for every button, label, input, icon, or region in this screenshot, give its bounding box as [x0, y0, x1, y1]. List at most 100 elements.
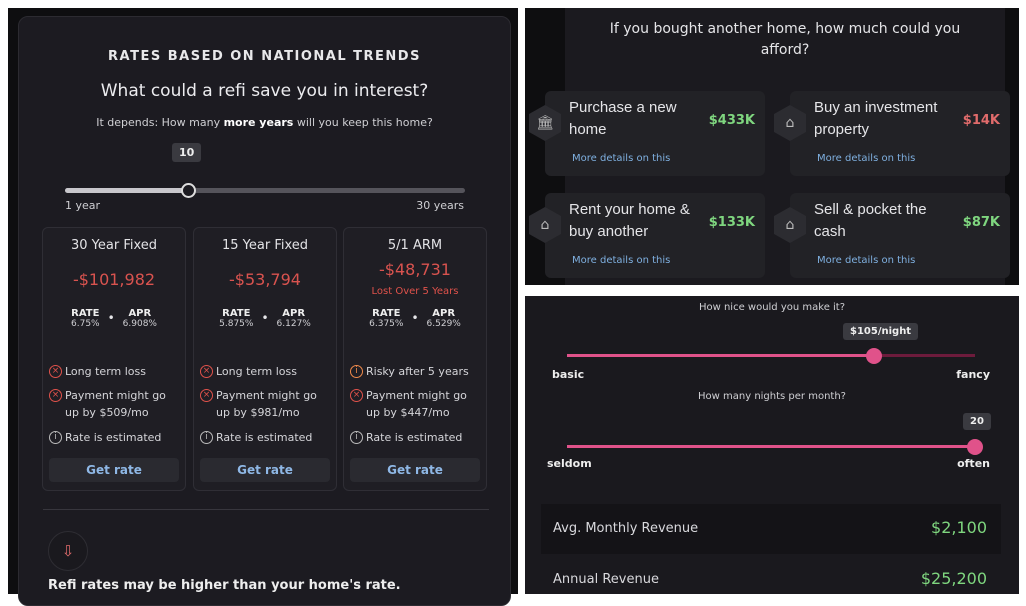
price-min-label: basic [552, 368, 585, 381]
option-label: Rent your home & buy another [569, 201, 690, 240]
years-slider-thumb[interactable] [181, 183, 196, 198]
page-title: What could a refi save you in interest? [100, 81, 429, 101]
card-title: 30 Year Fixed [70, 238, 158, 253]
get-rate-button[interactable]: Get rate [350, 458, 480, 482]
annual-label: Annual Revenue [553, 572, 659, 587]
afford-option[interactable]: 🏛 Purchase a new home $433K More details… [529, 91, 765, 176]
refi-card: RATES BASED ON NATIONAL TRENDS What coul… [18, 16, 511, 606]
apr-value: 6.127% [276, 319, 311, 329]
kicker: RATES BASED ON NATIONAL TRENDS [108, 49, 421, 64]
rate-label: RATE [222, 308, 251, 319]
rate-label: RATE [71, 308, 100, 319]
card-note: i Rate is estimated [350, 429, 484, 446]
note-text: Risky after 5 years [366, 365, 469, 378]
separator-dot: • [107, 311, 115, 325]
more-details-link[interactable]: More details on this [817, 153, 916, 164]
nights-question: How many nights per month? [698, 391, 846, 402]
more-details-link[interactable]: More details on this [817, 255, 916, 266]
price-slider-thumb[interactable] [866, 348, 882, 364]
x-circle-icon: × [200, 389, 213, 402]
warning-info-icon: i [350, 365, 363, 378]
monthly-revenue-row: Avg. Monthly Revenue $2,100 [541, 504, 1001, 554]
option-value: $133K [708, 215, 755, 230]
nights-max-label: often [957, 457, 990, 470]
q-suffix: will you keep this home? [293, 116, 433, 129]
card-note: × Payment might go up by $509/mo [49, 387, 183, 421]
amount-note: Lost Over 5 Years [371, 286, 459, 297]
note-text: Payment might go up by $509/mo [65, 389, 166, 419]
card-note: × Long term loss [49, 363, 183, 380]
option-value: $14K [962, 113, 1000, 128]
card-note: × Payment might go up by $447/mo [350, 387, 484, 421]
card-note: i Risky after 5 years [350, 363, 484, 380]
x-circle-icon: × [49, 389, 62, 402]
years-question: It depends: How many more years will you… [19, 116, 510, 129]
note-text: Long term loss [216, 365, 297, 378]
years-slider-track[interactable] [65, 188, 465, 193]
get-rate-button[interactable]: Get rate [200, 458, 330, 482]
rate-value: 6.375% [369, 319, 404, 329]
card-note: i Rate is estimated [49, 429, 183, 446]
refi-warning: Refi rates may be higher than your home'… [48, 578, 401, 593]
apr-label: APR [128, 308, 152, 319]
more-details-link[interactable]: More details on this [572, 255, 671, 266]
rate-value: 5.875% [219, 319, 254, 329]
rate-down-icon: ⇩ [48, 531, 88, 571]
apr-label: APR [432, 308, 456, 319]
nights-min-label: seldom [547, 457, 592, 470]
rate-apr: RATE 6.75% • APR 6.908% [43, 308, 185, 329]
option-value: $87K [962, 215, 1000, 230]
x-circle-icon: × [49, 365, 62, 378]
note-text: Payment might go up by $447/mo [366, 389, 467, 419]
rate-label: RATE [372, 308, 401, 319]
card-note: × Long term loss [200, 363, 334, 380]
info-icon: i [350, 431, 363, 444]
afford-option[interactable]: ⌂ Buy an investment property $14K More d… [774, 91, 1010, 176]
interest-amount: -$48,731 [379, 260, 451, 279]
q-bold: more years [223, 116, 294, 129]
afford-panel: If you bought another home, how much cou… [525, 8, 1019, 285]
rate-card: 30 Year Fixed -$101,982 RATE 6.75% • APR 6.9… [42, 227, 186, 491]
afford-option[interactable]: ⌂ Sell & pocket the cash $87K More detai… [774, 193, 1010, 278]
monthly-label: Avg. Monthly Revenue [553, 521, 699, 536]
apr-value: 6.908% [122, 319, 157, 329]
note-text: Rate is estimated [366, 431, 463, 444]
price-tooltip: $105/night [843, 323, 919, 340]
separator-dot: • [261, 311, 269, 325]
get-rate-button[interactable]: Get rate [49, 458, 179, 482]
afford-option[interactable]: ⌂ Rent your home & buy another $133K Mor… [529, 193, 765, 278]
apr-label: APR [282, 308, 306, 319]
annual-revenue-row: Annual Revenue $25,200 [541, 555, 1001, 605]
divider [43, 509, 489, 510]
interest-amount: -$101,982 [72, 270, 156, 289]
rate-apr: RATE 5.875% • APR 6.127% [194, 308, 336, 329]
building-icon: 🏛 [529, 105, 561, 141]
slider-min-label: 1 year [65, 199, 101, 212]
two-houses-icon: ⌂ [529, 207, 561, 243]
x-circle-icon: × [200, 365, 213, 378]
rate-card: 15 Year Fixed -$53,794 RATE 5.875% • APR 6.1… [193, 227, 337, 491]
option-label: Buy an investment property [814, 99, 938, 138]
card-note: × Payment might go up by $981/mo [200, 387, 334, 421]
nights-slider-track[interactable] [567, 445, 975, 448]
separator-dot: • [411, 311, 419, 325]
rental-panel: How nice would you make it? $105/night b… [525, 296, 1019, 594]
years-slider-tooltip: 10 [172, 143, 202, 162]
note-text: Long term loss [65, 365, 146, 378]
option-label: Sell & pocket the cash [814, 201, 927, 240]
card-title: 15 Year Fixed [221, 238, 309, 253]
info-icon: i [200, 431, 213, 444]
card-note: i Rate is estimated [200, 429, 334, 446]
note-text: Payment might go up by $981/mo [216, 389, 317, 419]
rate-value: 6.75% [71, 319, 100, 329]
quality-question: How nice would you make it? [698, 302, 846, 313]
interest-amount: -$53,794 [229, 270, 301, 289]
price-slider-fill [567, 354, 873, 357]
option-label: Purchase a new home [569, 99, 677, 138]
refi-panel: RATES BASED ON NATIONAL TRENDS What coul… [8, 8, 518, 606]
slider-max-label: 30 years [416, 199, 464, 212]
rate-apr: RATE 6.375% • APR 6.529% [344, 308, 486, 329]
option-value: $433K [708, 113, 755, 128]
more-details-link[interactable]: More details on this [572, 153, 671, 164]
nights-slider-thumb[interactable] [967, 439, 983, 455]
